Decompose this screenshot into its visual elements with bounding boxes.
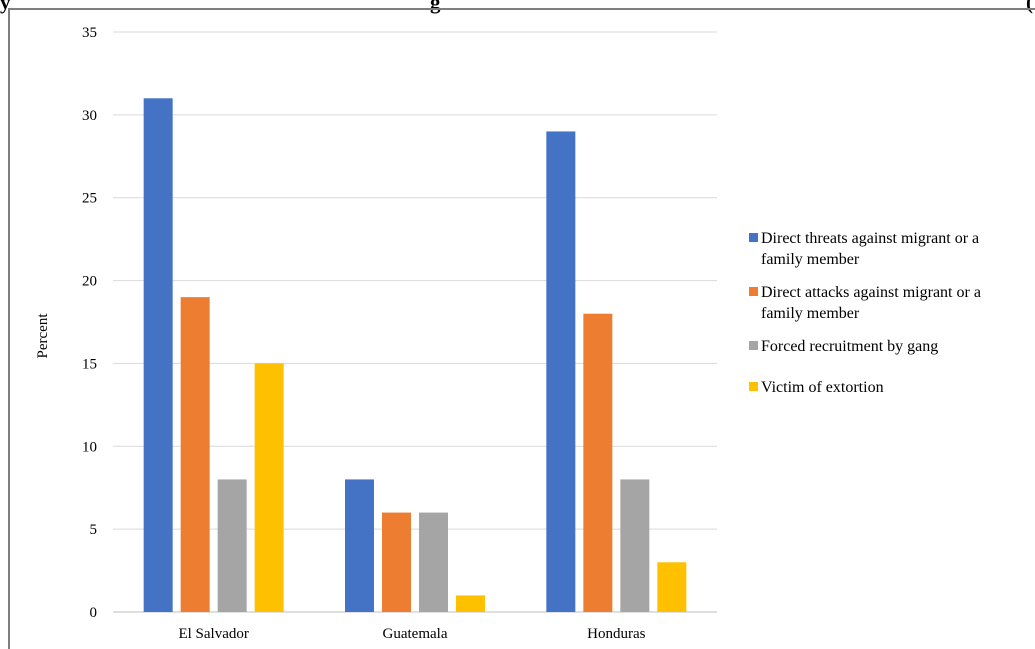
y-tick-label: 30: [82, 108, 97, 124]
y-tick-label: 10: [82, 439, 97, 455]
bar: [382, 512, 411, 612]
title-fragment-left: y: [0, 0, 11, 14]
legend-entry: Direct attacks against migrant or a famil…: [761, 284, 981, 322]
bar: [546, 131, 576, 612]
bar: [657, 562, 687, 612]
legend-entry: Victim of extortion: [761, 379, 884, 396]
y-axis-ticks: 0 5 10 15 20 25 30 35: [82, 25, 97, 621]
x-tick-label: Honduras: [587, 626, 645, 642]
legend: Direct threats against migrant or a famil…: [749, 230, 981, 396]
y-tick-label: 35: [82, 25, 97, 41]
legend-swatch: [749, 341, 758, 350]
chart-frame: [8, 8, 1035, 649]
bar: [254, 363, 284, 612]
title-fragment-right: (: [1026, 0, 1033, 14]
bar: [620, 479, 650, 612]
gridlines: [113, 31, 717, 613]
bar: [419, 512, 448, 612]
legend-swatch: [749, 382, 758, 391]
bar: [180, 297, 210, 612]
y-tick-label: 15: [82, 356, 97, 372]
x-tick-label: Guatemala: [383, 626, 448, 642]
legend-swatch: [749, 287, 758, 296]
chart-title-strip: y g (: [0, 0, 1035, 14]
y-tick-label: 25: [82, 191, 97, 207]
legend-entry: Forced recruitment by gang: [761, 338, 938, 355]
title-fragment-middle: g: [430, 0, 441, 14]
bar: [345, 479, 374, 612]
bar: [583, 313, 613, 612]
bars: [143, 98, 687, 613]
y-axis-label: Percent: [35, 313, 51, 359]
x-axis-ticks: El Salvador Guatemala Honduras: [178, 626, 645, 642]
y-tick-label: 5: [90, 522, 98, 538]
bar: [143, 98, 173, 613]
x-tick-label: El Salvador: [178, 626, 248, 642]
legend-entry: Direct threats against migrant or a famil…: [761, 230, 979, 268]
y-tick-label: 20: [82, 274, 97, 290]
bar: [217, 479, 247, 612]
y-tick-label: 0: [90, 605, 98, 621]
legend-swatch: [749, 233, 758, 242]
bar: [456, 595, 485, 612]
